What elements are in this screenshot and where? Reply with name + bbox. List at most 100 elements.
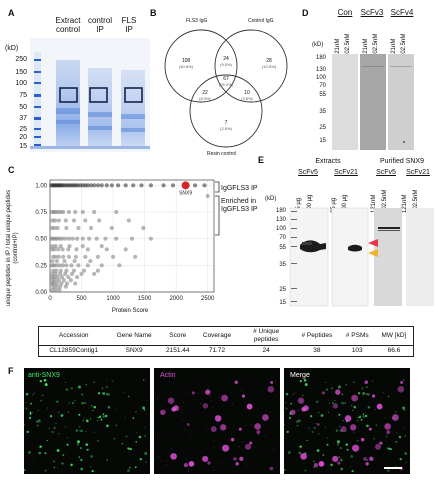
scatter-point (131, 183, 136, 188)
fluor-blob-magenta (222, 444, 230, 452)
fluor-blob-magenta (188, 461, 195, 467)
fluor-speck-green (320, 414, 324, 417)
scatter-point (52, 274, 57, 280)
table-header-cell: # PSMs (339, 326, 375, 346)
table-cell: 38 (313, 347, 321, 354)
blot-band-scfv5-upper (302, 242, 312, 245)
scatter-point (95, 254, 101, 259)
scatter-point (109, 183, 114, 188)
fluor-blob-magenta (365, 462, 369, 466)
fluor-speck-green (339, 430, 341, 431)
scatter-point (51, 284, 56, 289)
ladder-bands (34, 59, 41, 146)
blot-faint-band (362, 66, 384, 67)
scatter-point (50, 271, 55, 276)
fluor-speck-green (367, 393, 370, 396)
protein-table: Accession Gene Name Score Coverage # Uni… (38, 326, 414, 357)
fluor-speck-green (132, 417, 135, 419)
fluor-blob-magenta (335, 389, 341, 395)
kd-tick-label: 50 (19, 104, 27, 111)
scatter-point (129, 236, 135, 241)
fluor-speck-green (361, 387, 364, 389)
fluor-speck-green (387, 469, 390, 472)
fluor-speck-green (322, 454, 325, 457)
fluor-speck-green (23, 468, 26, 472)
fluor-speck-magenta (245, 465, 247, 467)
scatter-point (139, 183, 144, 188)
fluor-blob-magenta (210, 426, 217, 433)
fluor-speck-green (340, 467, 344, 471)
fluor-speck-green (98, 415, 102, 419)
venn-set-label: Control IgG (248, 18, 274, 24)
scatter-point (85, 247, 90, 252)
fluor-speck-green (317, 467, 319, 469)
fluor-speck-green (313, 460, 315, 463)
fluor-speck-green (313, 426, 316, 430)
fluor-speck-green (68, 402, 71, 404)
scatter-point (104, 247, 109, 252)
fluor-blob-magenta (191, 391, 195, 395)
fluor-speck-green (112, 380, 114, 382)
scatter-point (71, 268, 77, 273)
scatter-point (88, 225, 94, 231)
fluor-speck-green (100, 418, 103, 421)
fluor-speck-magenta (264, 435, 266, 437)
fluor-speck-green (61, 462, 64, 465)
scatter-point (53, 287, 58, 292)
scatter-point (68, 278, 73, 283)
fluor-speck-green (395, 441, 398, 443)
kd-tick-label: 250 (15, 56, 27, 63)
fluor-speck-green (70, 463, 73, 467)
fluor-blob-magenta (351, 394, 358, 402)
fluor-speck-green (90, 418, 92, 420)
scatter-point (104, 183, 109, 188)
scatter-point (92, 209, 97, 215)
fluor-speck-magenta (246, 424, 248, 426)
fluor-speck-green (385, 435, 388, 438)
fluor-blob-magenta (230, 437, 235, 442)
scatter-point (55, 274, 60, 280)
kd-tick-label: 35 (319, 109, 326, 115)
fluor-channel-label: Merge (290, 372, 310, 379)
fluor-speck-green (60, 471, 62, 473)
venn-region-value: 28 (266, 58, 272, 64)
fluor-blob-magenta (249, 441, 253, 445)
kd-tick-label: 15 (19, 143, 27, 150)
scatter-point (95, 268, 101, 273)
fluor-speck-green (357, 420, 359, 422)
venn-region-percent: (8.3%) (199, 96, 211, 101)
fluor-speck-magenta (171, 448, 173, 450)
panel-e-kd-header: (kD) (265, 196, 277, 202)
fluor-speck-green (46, 439, 48, 442)
scatter-point (63, 236, 68, 241)
fluor-speck-green (340, 447, 342, 449)
fluor-blob-magenta (207, 461, 211, 465)
table-cell: CL12859Contig1 (49, 347, 99, 354)
table-header-cell: Accession (38, 326, 109, 346)
fluor-speck-magenta (276, 395, 278, 397)
fluor-speck-green (292, 394, 294, 396)
fluor-speck-magenta (209, 395, 211, 397)
fluor-speck-green (127, 469, 130, 472)
kd-tick-label: 70 (279, 235, 286, 241)
kd-tick-label: 150 (15, 69, 27, 76)
blot-strip-scfv4 (388, 54, 414, 150)
panel-a-kd-header: (kD) (5, 45, 19, 52)
fluor-speck-green (316, 449, 320, 452)
scatter-point (60, 247, 65, 252)
kd-tick-label: 55 (279, 245, 286, 251)
panel-a-gel (30, 38, 150, 152)
fluor-speck-green (80, 447, 82, 449)
scatter-point (85, 183, 90, 188)
fluor-speck-green (26, 430, 29, 434)
scatter-point (66, 209, 72, 215)
blot-faint-band (390, 66, 412, 67)
scatter-point (202, 183, 207, 188)
fluor-speck-green (404, 435, 406, 437)
fluor-speck-magenta (213, 469, 215, 471)
panel-c-ylabel: unique peptides in IP / total unique pep… (6, 189, 19, 307)
fluor-speck-green (114, 409, 116, 410)
fluor-blob-magenta (332, 403, 339, 409)
scatter-point (59, 274, 65, 280)
fluor-speck-green (96, 439, 99, 442)
